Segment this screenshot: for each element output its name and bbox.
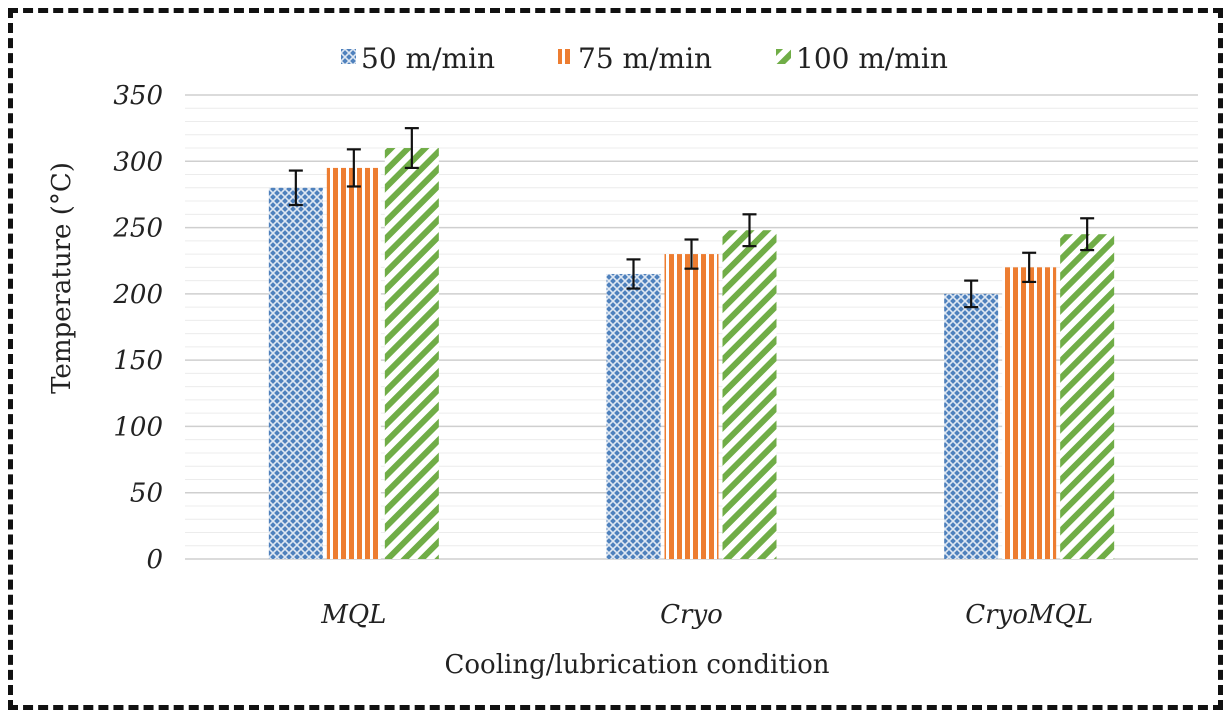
y-tick-label: 300 [113,147,163,177]
y-tick-label: 250 [112,214,163,244]
legend-swatch [776,49,791,64]
legend-label: 75 m/min [578,42,712,75]
error-bar [742,213,757,248]
y-tick-label: 350 [113,81,163,111]
x-axis-title: Cooling/lubrication condition [445,650,830,680]
legend-swatch [558,49,573,64]
bar-cryomql-100-m-min [1060,234,1115,559]
bar-mql-50-m-min [268,187,323,560]
bar-cryomql-50-m-min [944,293,999,559]
bars [268,148,1115,560]
y-tick-label: 150 [113,346,163,376]
error-bar [684,238,699,270]
legend-label: 50 m/min [361,42,495,75]
x-category-label: CryoMQL [965,600,1093,630]
x-category-label: Cryo [660,600,723,630]
legend: 50 m/min 75 m/min 100 m/min [341,42,948,75]
bar-mql-75-m-min [326,167,381,559]
error-bar [404,127,419,170]
x-axis-categories: MQL Cryo CryoMQL [320,600,1093,630]
y-tick-label: 200 [112,280,163,310]
legend-label: 100 m/min [796,42,948,75]
bar-cryo-75-m-min [664,254,719,560]
chart-frame: 0 50 100 150 200 250 300 350 MQL Cryo CryoMQL Coo… [8,8,1223,710]
error-bar [964,279,979,309]
bar-cryomql-75-m-min [1002,267,1057,559]
x-category-label: MQL [320,600,386,630]
error-bar [346,148,361,188]
bar-mql-100-m-min [384,148,439,559]
bar-cryo-50-m-min [606,273,661,559]
legend-item: 100 m/min [776,42,948,75]
y-axis-ticks: 0 50 100 150 200 250 300 350 [112,81,163,575]
y-axis-title: Temperature (°C) [47,162,77,394]
bar-chart: 0 50 100 150 200 250 300 350 MQL Cryo CryoMQL Coo… [47,42,1198,680]
legend-swatch [341,49,356,64]
error-bar [1080,217,1095,252]
error-bar [288,169,303,207]
y-tick-label: 100 [113,412,163,442]
error-bar [626,258,641,290]
y-tick-label: 0 [146,545,163,575]
error-bar [1022,251,1037,284]
y-tick-label: 50 [130,479,163,509]
error-bars [288,127,1095,309]
bar-cryo-100-m-min [722,230,777,560]
legend-item: 75 m/min [558,42,712,75]
legend-item: 50 m/min [341,42,495,75]
